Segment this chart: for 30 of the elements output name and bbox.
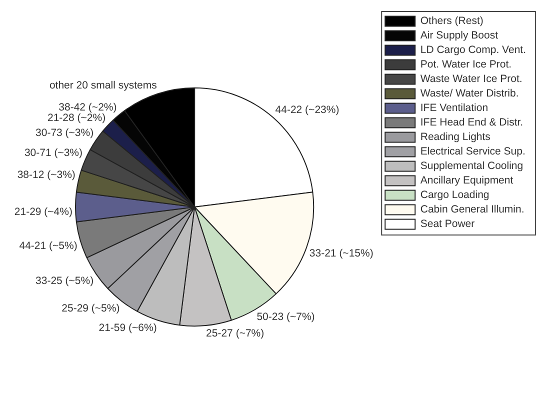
data-label: 21-29 (~4%) [14, 206, 72, 218]
legend-label: Cabin General Illumin. [420, 204, 524, 216]
data-label: 38-42 (~2%) [58, 102, 117, 114]
data-label: 33-25 (~5%) [36, 274, 94, 287]
legend-label: Electrical Service Sup. [420, 146, 526, 158]
legend-label: Waste/ Water Distrib. [420, 88, 519, 100]
legend-label: Cargo Loading [420, 189, 490, 202]
legend-label: Others (Rest) [420, 15, 484, 28]
legend-label: IFE Ventilation [420, 102, 488, 114]
legend-label: Pot. Water Ice Prot. [420, 58, 512, 71]
data-label: 21-59 (~6%) [98, 322, 157, 334]
data-label: 21-28 (~2%) [47, 112, 106, 124]
data-label: 44-22 (~23%) [275, 104, 340, 116]
data-label: 30-71 (~3%) [24, 147, 83, 160]
legend-label: Ancillary Equipment [420, 174, 514, 187]
data-label: 50-23 (~7%) [256, 311, 315, 324]
data-label: 30-73 (~3%) [36, 127, 94, 140]
data-label: 25-29 (~5%) [62, 302, 120, 315]
data-label: 33-21 (~15%) [309, 247, 374, 260]
data-label: 25-27 (~7%) [206, 328, 264, 340]
data-label: 38-12 (~3%) [17, 169, 76, 182]
legend-label: Waste Water Ice Prot. [420, 73, 522, 86]
data-label: other 20 small systems [49, 80, 157, 92]
legend-label: Air Supply Boost [420, 30, 498, 42]
legend-label: Seat Power [420, 218, 476, 230]
legend-label: IFE Head End & Distr. [420, 116, 524, 129]
legend-label: Reading Lights [420, 131, 490, 144]
legend-label: LD Cargo Comp. Vent. [420, 44, 526, 56]
data-label: 44-21 (~5%) [19, 240, 78, 252]
legend-label: Supplemental Cooling [420, 160, 524, 172]
